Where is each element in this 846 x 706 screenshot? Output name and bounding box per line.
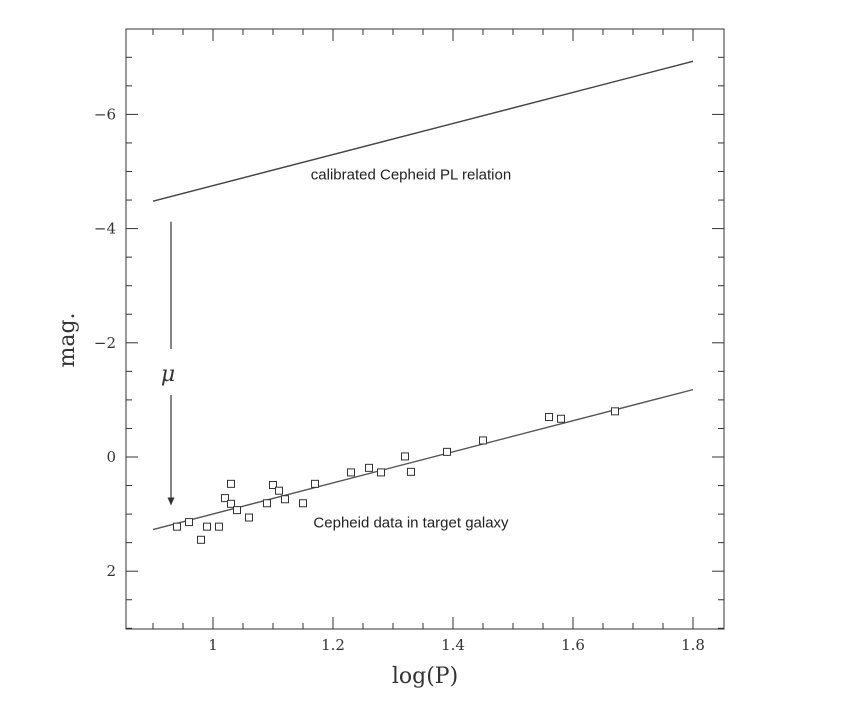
data-point [365,463,373,472]
data-point [275,486,283,495]
data-point [245,513,253,522]
data-point [221,494,229,503]
data-point [611,407,619,416]
data-point [233,506,241,515]
y-tick-label: −6 [94,105,116,123]
data-point [377,468,385,477]
mu-label: μ [161,362,175,387]
x-tick-label: 1 [208,636,218,654]
data-point [557,414,565,423]
data-point [173,522,181,531]
calibrated-pl-line [152,60,694,202]
data-point [311,479,319,488]
y-tick-label: 0 [106,448,116,466]
target-fit-line [152,388,694,531]
data-point [479,436,487,445]
data-point [407,467,415,476]
x-tick-label: 1.4 [441,636,465,654]
data-point [269,480,277,489]
data-point [203,522,211,531]
x-tick-label: 1.2 [321,636,345,654]
mu-arrowhead [167,497,175,506]
data-point [215,522,223,531]
data-point [443,447,451,456]
axis-ticks [126,29,724,629]
data-point [347,468,355,477]
data-point [281,495,289,504]
x-axis-label: log(P) [392,664,458,689]
x-tick-label: 1.6 [561,636,585,654]
data-point [401,452,409,461]
data-point [227,499,235,508]
target-label: Cepheid data in target galaxy [313,515,509,532]
data-point [197,535,205,544]
tick-labels: 1 1.2 1.4 1.6 1.8 −6 −4 −2 0 2 [94,105,705,654]
x-tick-label: 1.8 [681,636,705,654]
data-point [185,518,193,527]
y-tick-label: −2 [94,334,116,352]
data-point [263,499,271,508]
calibrated-label: calibrated Cepheid PL relation [311,166,511,183]
data-point [227,479,235,488]
data-point [545,413,553,422]
y-tick-label: −4 [94,220,116,238]
annotations: calibrated Cepheid PL relation Cepheid da… [161,166,511,531]
y-axis-label: mag. [55,312,80,367]
data-point [299,499,307,508]
data-points [173,407,619,544]
y-tick-label: 2 [106,562,116,580]
plot-frame [125,28,725,630]
series-lines [152,60,694,531]
